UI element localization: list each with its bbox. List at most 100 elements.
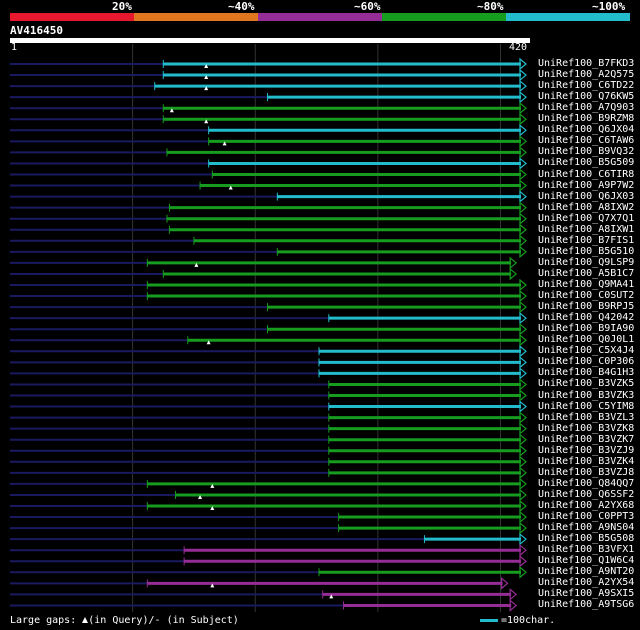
alignment-arrow-icon bbox=[519, 554, 527, 568]
alignment-arrow-icon bbox=[519, 543, 527, 557]
hit-name-link[interactable]: UniRef100_B3VZK4 bbox=[538, 455, 635, 467]
hit-name-link[interactable]: UniRef100_C5X4J4 bbox=[538, 345, 635, 357]
alignment-arrow-icon bbox=[519, 499, 527, 513]
identity-legend: 20% ~40% ~60% ~80% ~100% bbox=[0, 0, 640, 22]
hit-name-link[interactable]: UniRef100_C6TAW6 bbox=[538, 135, 635, 147]
hit-name-link[interactable]: UniRef100_B5G508 bbox=[538, 533, 635, 545]
alignment-arrow-icon bbox=[519, 367, 527, 380]
hit-name-link[interactable]: UniRef100_Q42042 bbox=[538, 312, 635, 324]
alignment-arrow-icon bbox=[519, 90, 527, 104]
hit-name-link[interactable]: UniRef100_C0SUT2 bbox=[538, 290, 635, 302]
hit-name-link[interactable]: UniRef100_B3VZK8 bbox=[538, 422, 635, 434]
hit-name-link[interactable]: UniRef100_A5B1C7 bbox=[538, 267, 635, 279]
hit-name-link[interactable]: UniRef100_A9TSG6 bbox=[538, 599, 635, 611]
gap-in-subject-label: (in Subject) bbox=[166, 615, 239, 626]
query-gap-marker-icon bbox=[329, 594, 334, 599]
alignment-arrow-icon bbox=[519, 190, 527, 203]
alignment-arrow-icon bbox=[519, 433, 527, 446]
alignment-arrow-icon bbox=[519, 300, 527, 314]
hit-name-link[interactable]: UniRef100_A2Q575 bbox=[538, 69, 635, 81]
alignment-arrow-icon bbox=[519, 101, 527, 115]
hit-name-link[interactable]: UniRef100_Q0J0L1 bbox=[538, 334, 635, 346]
query-gap-marker-icon bbox=[210, 483, 215, 488]
alignment-arrow-icon bbox=[519, 124, 527, 137]
hit-name-link[interactable]: UniRef100_Q6JX04 bbox=[538, 124, 635, 136]
hit-name-link[interactable]: UniRef100_B3VZK7 bbox=[538, 433, 635, 445]
alignment-arrow-icon bbox=[519, 532, 527, 546]
alignment-arrow-icon bbox=[519, 510, 527, 524]
alignment-arrow-icon bbox=[519, 444, 527, 458]
legend-label-80: ~80% bbox=[477, 0, 504, 13]
hit-name-link[interactable]: UniRef100_Q6JX03 bbox=[538, 190, 635, 202]
alignment-arrow-icon bbox=[519, 345, 527, 358]
alignment-arrow-icon bbox=[509, 588, 518, 601]
hit-name-link[interactable]: UniRef100_Q76KW5 bbox=[538, 91, 635, 103]
hit-name-link[interactable]: UniRef100_B3VZK5 bbox=[538, 378, 635, 390]
query-gap-marker-icon bbox=[206, 340, 211, 345]
query-gap-marker-icon bbox=[210, 583, 215, 588]
hit-name-link[interactable]: UniRef100_A7Q903 bbox=[538, 102, 635, 114]
hit-name-link[interactable]: UniRef100_B9IA90 bbox=[538, 323, 635, 335]
alignment-arrow-icon bbox=[519, 411, 527, 424]
scale-label: =100char. bbox=[501, 615, 556, 626]
hit-name-link[interactable]: UniRef100_C5YIM8 bbox=[538, 400, 635, 412]
legend-swatch-100 bbox=[506, 13, 630, 21]
legend-swatch-80 bbox=[382, 13, 506, 21]
hit-name-link[interactable]: UniRef100_Q1W6C4 bbox=[538, 555, 635, 567]
hit-name-link[interactable]: UniRef100_B3VFX1 bbox=[538, 544, 635, 556]
hit-name-link[interactable]: UniRef100_B3VZJ9 bbox=[538, 444, 635, 456]
hit-name-link[interactable]: UniRef100_C6TIR8 bbox=[538, 168, 635, 180]
alignment-arrow-icon bbox=[519, 488, 527, 502]
query-gap-icon bbox=[82, 617, 89, 623]
gap-in-query-label: (in Query)/ bbox=[88, 615, 155, 626]
query-ruler bbox=[10, 38, 530, 43]
query-gap-marker-icon bbox=[204, 75, 209, 80]
query-gap-marker-icon bbox=[204, 86, 209, 91]
hit-name-link[interactable]: UniRef100_B5G509 bbox=[538, 157, 635, 169]
hit-name-link[interactable]: UniRef100_A9NS04 bbox=[538, 522, 635, 534]
hit-name-link[interactable]: UniRef100_B9RPJ5 bbox=[538, 301, 635, 313]
hit-name-link[interactable]: UniRef100_B5G510 bbox=[538, 245, 635, 257]
legend-label-40: ~40% bbox=[228, 0, 255, 13]
hit-name-link[interactable]: UniRef100_C6TD22 bbox=[538, 80, 635, 92]
hit-name-link[interactable]: UniRef100_B3VZJ8 bbox=[538, 466, 635, 478]
hit-name-link[interactable]: UniRef100_Q7X7Q1 bbox=[538, 212, 635, 224]
alignment-arrow-icon bbox=[519, 212, 527, 225]
alignment-arrow-icon bbox=[519, 400, 527, 413]
hit-name-link[interactable]: UniRef100_B4G1H3 bbox=[538, 367, 635, 379]
alignment-arrow-icon bbox=[519, 389, 527, 402]
query-gap-marker-icon bbox=[210, 506, 215, 510]
subject-gap-icon: - bbox=[154, 615, 161, 626]
alignment-arrow-icon bbox=[519, 57, 527, 71]
hit-name-link[interactable]: UniRef100_B7FIS1 bbox=[538, 234, 635, 246]
query-gap-marker-icon bbox=[222, 141, 227, 146]
hit-name-link[interactable]: UniRef100_A9SXI5 bbox=[538, 588, 635, 600]
hit-name-link[interactable]: UniRef100_C0P306 bbox=[538, 356, 635, 368]
legend-swatch-40 bbox=[134, 13, 258, 21]
alignment-arrow-icon bbox=[519, 422, 527, 435]
alignment-arrow-icon bbox=[519, 322, 527, 336]
hit-name-link[interactable]: UniRef100_Q6SSF2 bbox=[538, 488, 635, 500]
alignment-arrow-icon bbox=[519, 135, 527, 148]
hit-name-link[interactable]: UniRef100_A8IXW1 bbox=[538, 223, 635, 235]
hit-name-link[interactable]: UniRef100_B3VZL3 bbox=[538, 411, 635, 423]
hit-name-link[interactable]: UniRef100_A8IXW2 bbox=[538, 201, 635, 213]
alignment-arrow-icon bbox=[519, 333, 527, 347]
hit-name-link[interactable]: UniRef100_B3VZK3 bbox=[538, 389, 635, 401]
alignment-arrow-icon bbox=[519, 146, 527, 159]
hit-name-link[interactable]: UniRef100_C0PPT3 bbox=[538, 511, 635, 523]
legend-label-100: ~100% bbox=[592, 0, 626, 13]
hit-name-link[interactable]: UniRef100_B9VQ32 bbox=[538, 146, 635, 158]
hit-name-link[interactable]: UniRef100_Q84QQ7 bbox=[538, 477, 635, 489]
hit-name-link[interactable]: UniRef100_A9P7W2 bbox=[538, 179, 635, 191]
hit-name-link[interactable]: UniRef100_Q9MA41 bbox=[538, 279, 635, 290]
scale-legend: =100char. bbox=[480, 615, 555, 627]
hit-name-link[interactable]: UniRef100_A2YX54 bbox=[538, 577, 635, 589]
hit-name-link[interactable]: UniRef100_B9RZM8 bbox=[538, 113, 635, 125]
hit-name-link[interactable]: UniRef100_Q9LSP9 bbox=[538, 256, 635, 268]
hit-name-link[interactable]: UniRef100_B7FKD3 bbox=[538, 58, 635, 69]
legend-label-20: 20% bbox=[112, 0, 132, 13]
hit-name-link[interactable]: UniRef100_A2YX68 bbox=[538, 500, 635, 511]
hit-name-link[interactable]: UniRef100_A9NT20 bbox=[538, 566, 635, 578]
